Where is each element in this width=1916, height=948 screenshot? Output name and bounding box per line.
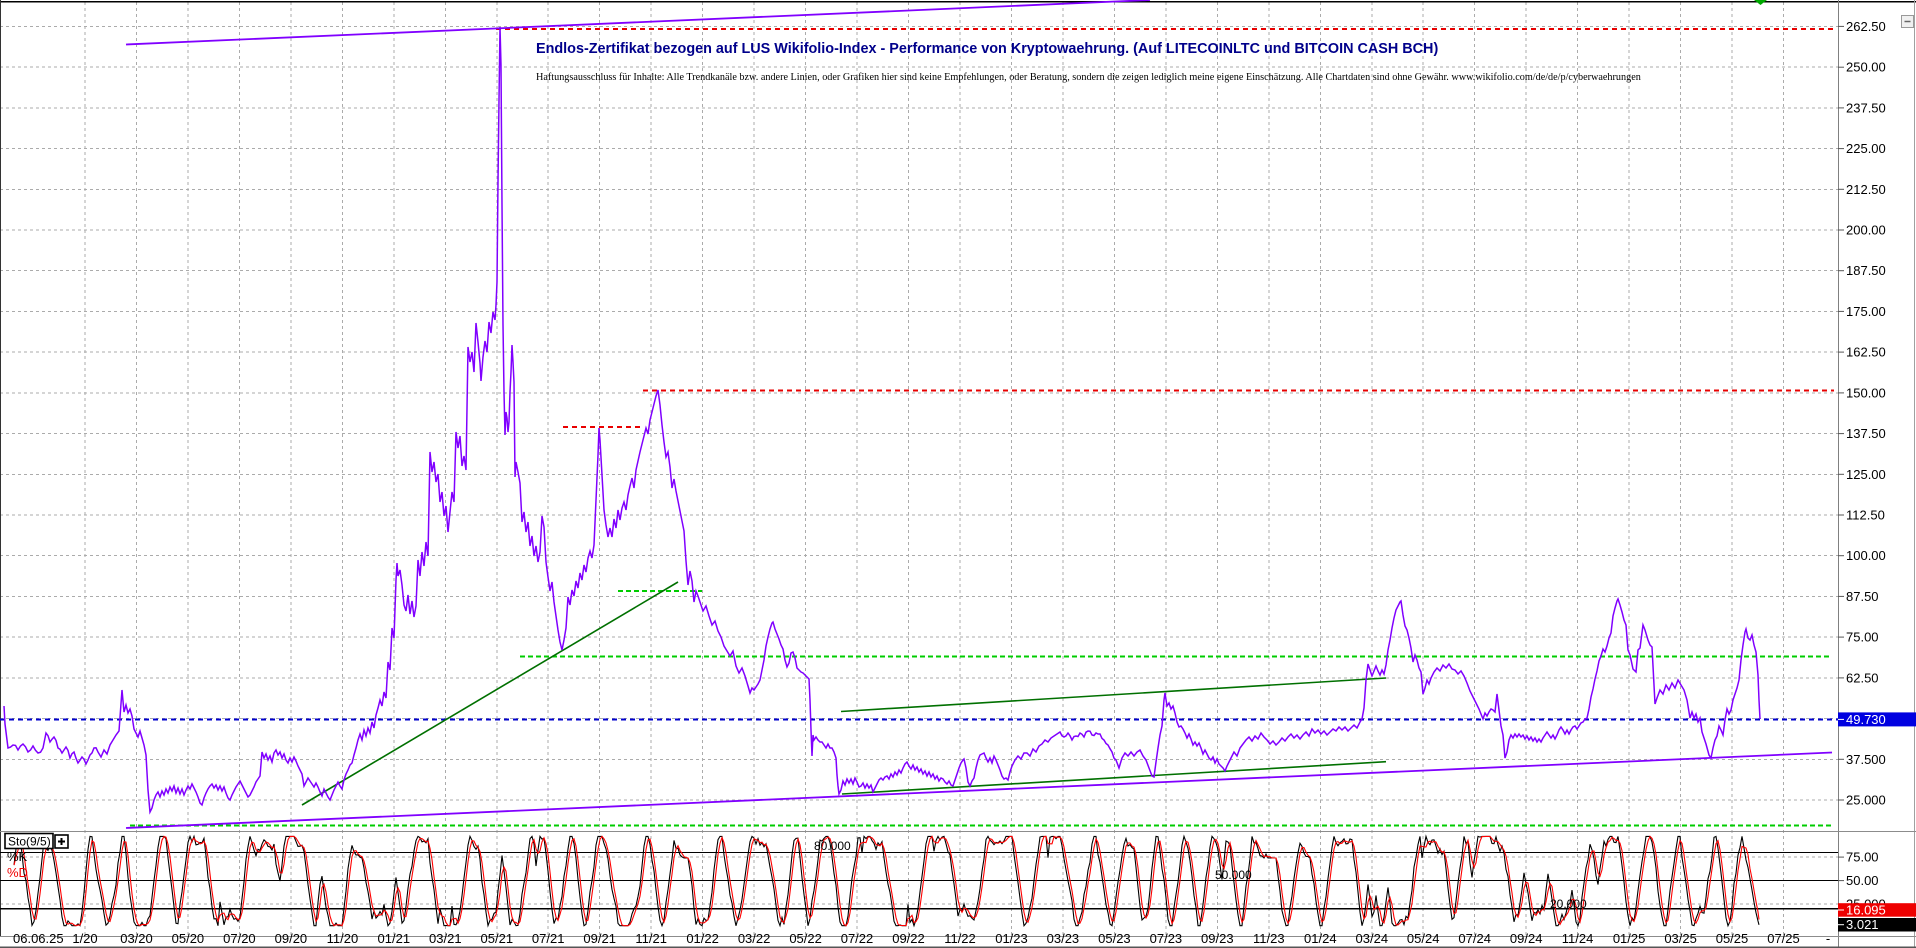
svg-text:Haftungsausschluss für Inhalte: Haftungsausschluss für Inhalte: Alle Tre… bbox=[536, 72, 1641, 83]
svg-text:225.00: 225.00 bbox=[1846, 141, 1886, 156]
svg-text:%D: %D bbox=[7, 865, 28, 880]
svg-text:187.50: 187.50 bbox=[1846, 263, 1886, 278]
svg-text:07/21: 07/21 bbox=[532, 931, 565, 946]
svg-text:01/21: 01/21 bbox=[378, 931, 411, 946]
svg-text:Endlos-Zertifikat bezogen auf: Endlos-Zertifikat bezogen auf LUS Wikifo… bbox=[536, 41, 1438, 57]
svg-text:11/20: 11/20 bbox=[327, 931, 359, 946]
svg-text:125.00: 125.00 bbox=[1846, 467, 1886, 482]
svg-text:01/25: 01/25 bbox=[1613, 931, 1646, 946]
svg-text:07/24: 07/24 bbox=[1458, 931, 1491, 946]
svg-text:137.50: 137.50 bbox=[1846, 426, 1886, 441]
svg-text:75.00: 75.00 bbox=[1846, 850, 1879, 865]
svg-text:05/22: 05/22 bbox=[789, 931, 822, 946]
svg-text:75.00: 75.00 bbox=[1846, 630, 1879, 645]
svg-text:09/22: 09/22 bbox=[892, 931, 925, 946]
svg-text:03/22: 03/22 bbox=[738, 931, 771, 946]
svg-text:07/25: 07/25 bbox=[1767, 931, 1800, 946]
svg-text:25.000: 25.000 bbox=[1846, 793, 1886, 808]
svg-text:212.50: 212.50 bbox=[1846, 182, 1886, 197]
svg-text:200.00: 200.00 bbox=[1846, 223, 1886, 238]
svg-text:80.000: 80.000 bbox=[814, 839, 851, 853]
svg-text:03/24: 03/24 bbox=[1356, 931, 1389, 946]
svg-text:262.50: 262.50 bbox=[1846, 19, 1886, 34]
svg-text:20.000: 20.000 bbox=[1550, 897, 1587, 911]
svg-text:112.50: 112.50 bbox=[1846, 508, 1885, 523]
svg-text:09/24: 09/24 bbox=[1510, 931, 1543, 946]
svg-text:87.50: 87.50 bbox=[1846, 589, 1879, 604]
svg-text:11/22: 11/22 bbox=[944, 931, 976, 946]
svg-text:%K: %K bbox=[7, 849, 28, 864]
svg-text:05/25: 05/25 bbox=[1716, 931, 1749, 946]
svg-text:175.00: 175.00 bbox=[1846, 304, 1886, 319]
svg-text:250.00: 250.00 bbox=[1846, 60, 1886, 75]
svg-text:05/24: 05/24 bbox=[1407, 931, 1440, 946]
svg-text:09/21: 09/21 bbox=[583, 931, 616, 946]
svg-text:-: - bbox=[1826, 931, 1830, 946]
svg-text:06.06.25: 06.06.25 bbox=[13, 931, 64, 946]
svg-text:49.730: 49.730 bbox=[1846, 712, 1886, 727]
svg-text:07/22: 07/22 bbox=[841, 931, 874, 946]
svg-text:05/21: 05/21 bbox=[481, 931, 514, 946]
svg-text:162.50: 162.50 bbox=[1846, 345, 1886, 360]
svg-text:09/20: 09/20 bbox=[275, 931, 308, 946]
svg-text:50.00: 50.00 bbox=[1846, 873, 1879, 888]
svg-text:100.00: 100.00 bbox=[1846, 548, 1886, 563]
svg-text:62.50: 62.50 bbox=[1846, 670, 1879, 685]
svg-text:01/22: 01/22 bbox=[686, 931, 719, 946]
svg-text:05/23: 05/23 bbox=[1098, 931, 1131, 946]
svg-text:16.095: 16.095 bbox=[1846, 903, 1886, 918]
svg-text:03/20: 03/20 bbox=[120, 931, 153, 946]
svg-text:03/23: 03/23 bbox=[1047, 931, 1080, 946]
svg-text:237.50: 237.50 bbox=[1846, 100, 1886, 115]
svg-text:09/23: 09/23 bbox=[1201, 931, 1234, 946]
svg-text:11/24: 11/24 bbox=[1562, 931, 1594, 946]
svg-text:11/23: 11/23 bbox=[1253, 931, 1285, 946]
svg-text:150.00: 150.00 bbox=[1846, 385, 1886, 400]
svg-text:37.500: 37.500 bbox=[1846, 752, 1886, 767]
svg-text:01/24: 01/24 bbox=[1304, 931, 1337, 946]
svg-text:1/20: 1/20 bbox=[72, 931, 97, 946]
svg-text:11/21: 11/21 bbox=[635, 931, 667, 946]
svg-text:50.000: 50.000 bbox=[1215, 868, 1252, 882]
svg-text:03/21: 03/21 bbox=[429, 931, 462, 946]
svg-text:07/23: 07/23 bbox=[1150, 931, 1183, 946]
svg-text:Sto(9/5): Sto(9/5) bbox=[8, 835, 51, 849]
svg-text:07/20: 07/20 bbox=[223, 931, 256, 946]
svg-text:01/23: 01/23 bbox=[995, 931, 1028, 946]
svg-text:03/25: 03/25 bbox=[1664, 931, 1697, 946]
svg-text:3.021: 3.021 bbox=[1846, 917, 1879, 932]
svg-text:05/20: 05/20 bbox=[172, 931, 205, 946]
